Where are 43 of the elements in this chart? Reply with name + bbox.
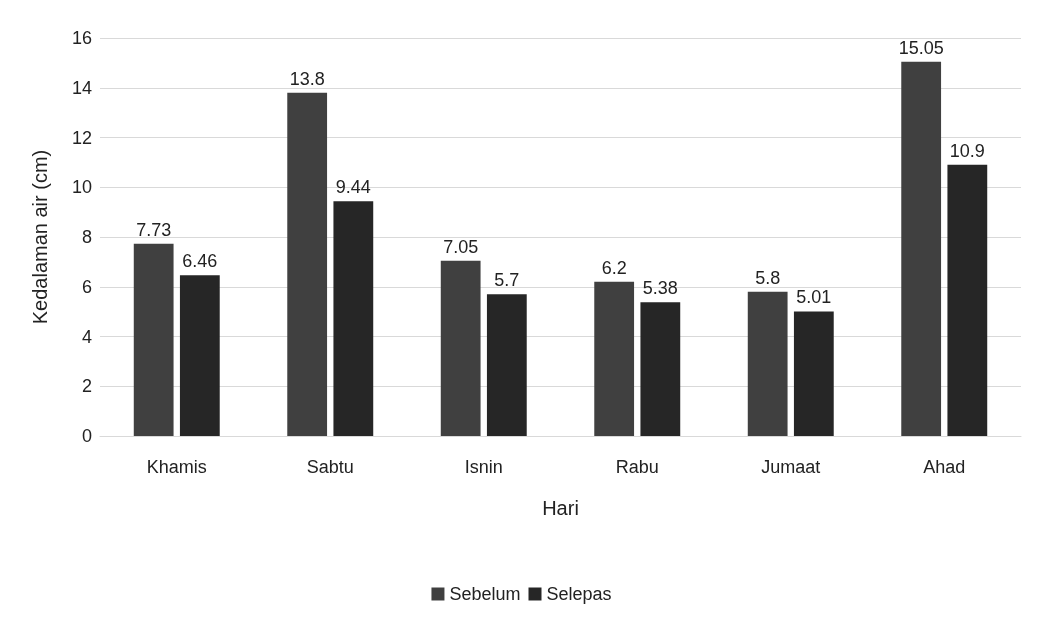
bar (747, 291, 788, 436)
y-tick-label: 6 (81, 276, 92, 297)
y-tick-label: 0 (81, 426, 92, 446)
bar (179, 275, 220, 436)
x-tick-label: Sabtu (306, 457, 354, 477)
data-label: 5.7 (494, 270, 520, 291)
y-axis-title: Kedalaman air (cm) (29, 149, 51, 325)
data-label: 15.05 (898, 37, 944, 58)
bar (133, 243, 174, 436)
data-label: 5.38 (642, 278, 678, 299)
data-label: 6.46 (182, 251, 218, 272)
bar (333, 201, 374, 436)
data-label: 6.2 (601, 257, 627, 278)
data-label: 5.01 (796, 287, 832, 308)
y-tick-label: 12 (71, 127, 92, 148)
x-tick-label: Khamis (146, 457, 207, 477)
bar (947, 164, 988, 436)
data-label: 13.8 (289, 68, 325, 89)
data-label: 5.8 (755, 267, 781, 288)
data-label: 7.73 (136, 219, 172, 240)
y-tick-label: 2 (81, 376, 92, 397)
legend-label: Sebelum (449, 584, 521, 604)
y-tick-label: 8 (81, 227, 92, 247)
y-tick-label: 4 (81, 326, 92, 347)
legend-label: Selepas (546, 584, 612, 604)
bar (440, 260, 481, 436)
y-tick-label: 16 (71, 28, 92, 48)
x-tick-label: Jumaat (761, 457, 821, 477)
bar (486, 294, 527, 436)
y-tick-label: 10 (71, 177, 92, 198)
data-label: 7.05 (443, 236, 479, 257)
x-tick-label: Isnin (464, 457, 503, 477)
x-tick-label: Rabu (615, 457, 659, 477)
x-axis-title: Hari (542, 497, 579, 519)
y-tick-label: 14 (71, 77, 92, 98)
bar (594, 281, 635, 436)
x-tick-label: Ahad (923, 457, 966, 477)
bar (901, 61, 942, 436)
bar (793, 311, 834, 436)
bar (640, 302, 681, 436)
data-label: 9.44 (335, 177, 371, 198)
bar (287, 92, 328, 436)
data-label: 10.9 (949, 140, 985, 161)
